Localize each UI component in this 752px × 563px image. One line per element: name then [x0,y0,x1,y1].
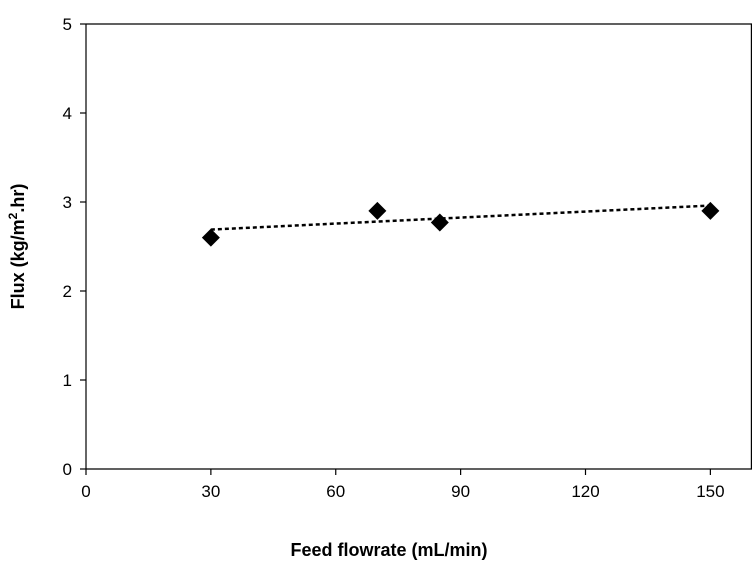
x-tick-label: 90 [451,482,470,501]
y-axis-title: Flux (kg/m2.hr) [6,184,28,310]
x-tick-label: 60 [326,482,345,501]
data-point [368,201,387,220]
y-tick-label: 1 [63,371,72,390]
trendline [210,204,711,231]
y-axis-ticks: 0 1 2 3 4 5 [63,15,86,479]
x-tick-label: 30 [201,482,220,501]
y-tick-label: 3 [63,193,72,212]
y-tick-label: 5 [63,15,72,34]
x-tick-label: 120 [571,482,599,501]
y-axis-title-superscript: 2 [6,212,20,219]
trendline-group [210,204,711,231]
y-tick-label: 4 [63,104,72,123]
data-markers [201,201,720,247]
data-point [701,201,720,220]
x-axis-title: Feed flowrate (mL/min) [290,540,487,560]
y-axis-title-main: Flux (kg/m [8,219,28,309]
x-tick-label: 0 [81,482,90,501]
y-axis-title-tail: .hr) [8,184,28,213]
y-tick-label: 2 [63,282,72,301]
x-axis-ticks: 0 30 60 90 120 150 [81,469,725,501]
x-tick-label: 150 [696,482,724,501]
plot-area [85,23,752,470]
data-point [430,213,449,232]
y-tick-label: 0 [63,460,72,479]
data-point [201,228,220,247]
